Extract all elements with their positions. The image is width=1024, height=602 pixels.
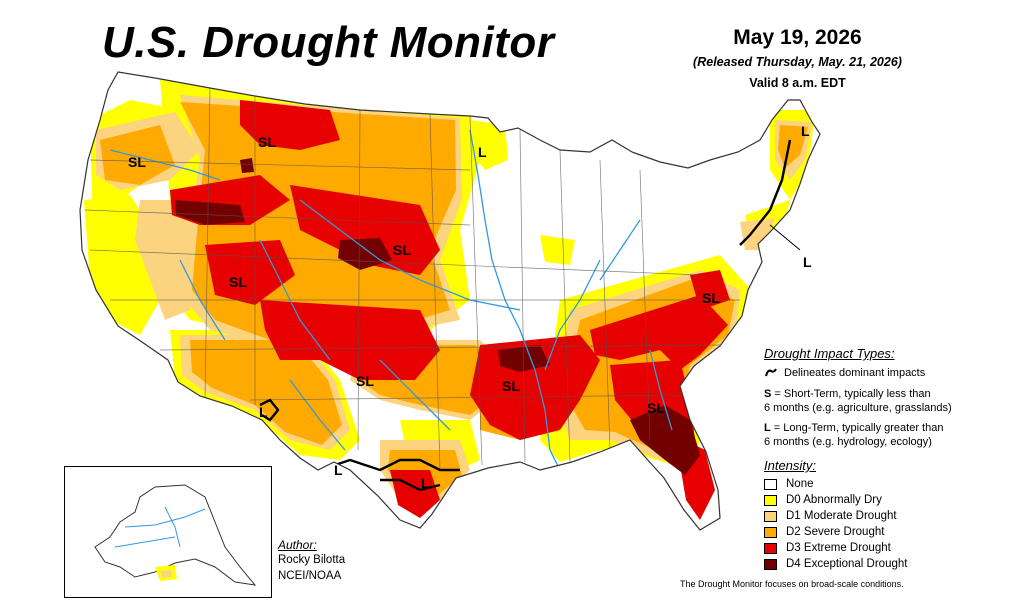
map-label-l-northeast: L bbox=[803, 254, 812, 270]
map-label-sl-nebraska: SL bbox=[393, 242, 411, 258]
map-date: May 19, 2026 bbox=[733, 26, 862, 49]
us-outline bbox=[79, 71, 821, 531]
author-title: Author: bbox=[278, 538, 317, 552]
valid-time: Valid 8 a.m. EDT bbox=[749, 76, 846, 90]
legend-row-d1: D1 Moderate Drought bbox=[764, 509, 897, 523]
page-title: U.S. Drought Monitor bbox=[102, 18, 555, 67]
legend-swatch-d3 bbox=[764, 542, 777, 554]
legend-swatch-d4 bbox=[764, 558, 777, 570]
map-label-sl-montana: SL bbox=[258, 134, 276, 150]
legend-swatch-d2 bbox=[764, 526, 777, 538]
impact-delineates-label: Delineates dominant impacts bbox=[784, 367, 926, 379]
alaska-inset bbox=[64, 466, 272, 598]
alaska-d1-area bbox=[160, 570, 172, 578]
legend-row-d3: D3 Extreme Drought bbox=[764, 541, 891, 555]
legend-label-d4: D4 Exceptional Drought bbox=[786, 558, 908, 570]
legend-label-d1: D1 Moderate Drought bbox=[786, 510, 897, 522]
legend-row-d4: D4 Exceptional Drought bbox=[764, 557, 907, 571]
map-label-sl-oklahoma: SL bbox=[356, 373, 374, 389]
alaska-rivers bbox=[114, 506, 206, 548]
label-leader-line bbox=[769, 224, 801, 251]
map-label-l-westtexas: L bbox=[334, 462, 343, 478]
impact-delineates-row: Delineates dominant impacts bbox=[764, 366, 925, 380]
impact-short-term-key: S bbox=[764, 388, 772, 400]
legend-label-d0: D0 Abnormally Dry bbox=[786, 494, 882, 506]
legend-swatch-d1 bbox=[764, 510, 777, 522]
legend-label-d3: D3 Extreme Drought bbox=[786, 542, 891, 554]
release-date: (Released Thursday, May. 21, 2026) bbox=[693, 55, 902, 69]
impact-lines bbox=[259, 139, 792, 492]
footnote: The Drought Monitor focuses on broad-sca… bbox=[680, 579, 904, 589]
alaska-map bbox=[94, 484, 257, 586]
map-label-sl-oregon: SL bbox=[128, 154, 146, 170]
map-label-sl-georgia: SL bbox=[647, 400, 665, 416]
impact-long-term-key: L bbox=[764, 422, 771, 434]
author-name: Rocky Bilotta bbox=[278, 554, 346, 566]
legend-row-d0: D0 Abnormally Dry bbox=[764, 493, 882, 507]
map-label-l-newmexico: L bbox=[259, 404, 268, 420]
state-boundaries bbox=[84, 87, 740, 471]
map-label-sl-arkansas: SL bbox=[502, 378, 520, 394]
map-label-l-southtexas: L bbox=[421, 475, 430, 491]
map-label-sl-utah: SL bbox=[229, 274, 247, 290]
map-label-l-northdakota: L bbox=[478, 144, 487, 160]
impact-line-icon bbox=[765, 368, 777, 377]
map-label-l-maine: L bbox=[801, 123, 810, 139]
legend-row-d2: D2 Severe Drought bbox=[764, 525, 884, 539]
legend-swatch-none bbox=[764, 478, 777, 490]
map-label-sl-virginia: SL bbox=[702, 290, 720, 306]
author-org: NCEI/NOAA bbox=[278, 570, 342, 582]
impact-short-term-line1: = Short-Term, typically less than bbox=[771, 388, 931, 400]
legend-label-d2: D2 Severe Drought bbox=[786, 526, 885, 538]
alaska-outline bbox=[94, 484, 257, 586]
impact-types-title: Drought Impact Types: bbox=[764, 346, 895, 361]
intensity-title: Intensity: bbox=[764, 458, 817, 473]
impact-short-term-line2: 6 months (e.g. agriculture, grasslands) bbox=[764, 402, 952, 414]
impact-long-term-line2: 6 months (e.g. hydrology, ecology) bbox=[764, 436, 932, 448]
impact-long-term-line1: = Long-Term, typically greater than bbox=[770, 422, 944, 434]
drought-map: SL SL L L SL SL L SL SL SL SL L L L bbox=[79, 71, 821, 531]
impact-long-term: L = Long-Term, typically greater than 6 … bbox=[764, 421, 943, 449]
impact-short-term: S = Short-Term, typically less than 6 mo… bbox=[764, 387, 952, 415]
legend-label-none: None bbox=[786, 478, 814, 490]
legend-row-none: None bbox=[764, 477, 814, 491]
legend-swatch-d0 bbox=[764, 494, 777, 506]
